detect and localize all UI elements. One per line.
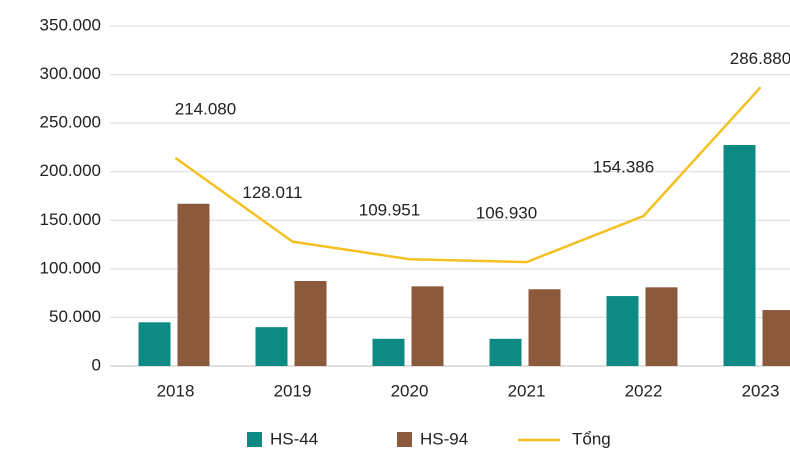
y-tick-label: 300.000 [40,64,101,83]
bar [294,281,327,366]
bar [372,338,405,366]
y-tick-label: 200.000 [40,161,101,180]
legend-label: HS-44 [270,429,318,448]
bar [762,310,790,366]
bar [489,338,522,366]
data-label: 106.930 [476,204,537,223]
bar [138,322,171,366]
bar [255,327,288,366]
bar [606,296,639,366]
bar [177,203,210,366]
legend-swatch [247,432,262,447]
legend-label: HS-94 [420,429,468,448]
data-label: 154.386 [593,158,654,177]
y-tick-label: 100.000 [40,258,101,277]
y-tick-label: 250.000 [40,113,101,132]
x-tick-label: 2022 [625,381,663,400]
line [174,86,762,264]
y-tick-label: 50.000 [49,307,101,326]
data-label: 286.880 [730,49,790,68]
bar [411,286,444,366]
x-tick-label: 2021 [508,381,546,400]
data-label: 128.011 [242,183,302,202]
legend-label: Tổng [572,429,611,448]
bar [645,287,678,366]
bar [528,289,561,366]
data-label: 109.951 [359,201,420,220]
data-label: 214.080 [175,100,236,119]
y-tick-label: 350.000 [40,15,101,34]
x-tick-label: 2023 [742,381,780,400]
bar [723,145,756,366]
y-tick-label: 0 [92,355,101,374]
x-tick-label: 2020 [391,381,429,400]
x-tick-label: 2019 [274,381,312,400]
x-tick-label: 2018 [157,381,195,400]
legend-swatch [397,432,412,447]
y-tick-label: 150.000 [40,210,101,229]
